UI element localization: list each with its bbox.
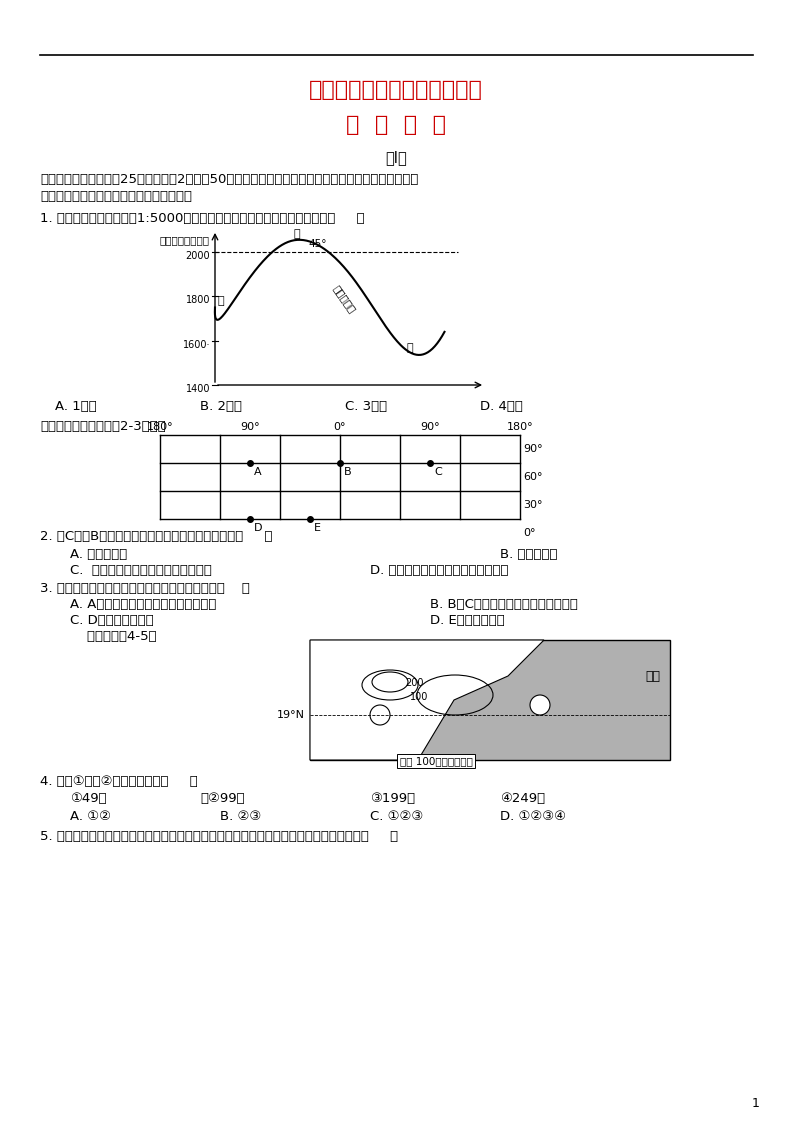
Text: 海拔（单位：米）: 海拔（单位：米）: [160, 234, 210, 245]
Text: E: E: [314, 523, 321, 533]
Text: 180°: 180°: [147, 422, 174, 432]
Text: 19°N: 19°N: [277, 710, 305, 720]
Text: C. D位于大西洋中部: C. D位于大西洋中部: [70, 614, 154, 627]
Text: 0°: 0°: [523, 528, 535, 539]
Text: A. 1厘米: A. 1厘米: [55, 401, 97, 413]
Text: C.  先向西北，再向西，最后向西南走: C. 先向西北，再向西，最后向西南走: [70, 564, 212, 577]
Text: 2. 从C地到B地，若不考虑地形因素，最近的走法是（     ）: 2. 从C地到B地，若不考虑地形因素，最近的走法是（ ）: [40, 530, 273, 543]
Text: 一、选择题（本大题共25小题，每题2分，共50分。每小题只有一个正确选项，请把你认为的正确选项: 一、选择题（本大题共25小题，每题2分，共50分。每小题只有一个正确选项，请把你…: [40, 173, 419, 186]
Text: 30°: 30°: [523, 500, 542, 511]
Text: 甲: 甲: [218, 296, 224, 306]
Text: 1800: 1800: [186, 295, 210, 305]
Text: 填涂在答题卡的正确位置，否则不得分。）: 填涂在答题卡的正确位置，否则不得分。）: [40, 190, 192, 203]
Text: 2000: 2000: [186, 251, 210, 261]
Text: D. 4厘米: D. 4厘米: [480, 401, 523, 413]
Text: D. ①②③④: D. ①②③④: [500, 810, 566, 824]
Text: B. B、C位于同一国家，世界不同区域: B. B、C位于同一国家，世界不同区域: [430, 598, 578, 611]
Text: D. 先向西南，再向西，最后向西北走: D. 先向西南，再向西，最后向西北走: [370, 564, 508, 577]
Text: A. A位于北半球、西半球，北寒带地区: A. A位于北半球、西半球，北寒带地区: [70, 598, 216, 611]
Text: 河流 100等高（深）线: 河流 100等高（深）线: [400, 756, 473, 766]
Text: 1: 1: [752, 1097, 760, 1110]
Text: 地  理  试  题: 地 理 试 题: [346, 114, 446, 135]
Text: 90°: 90°: [240, 422, 260, 432]
Text: 丙: 丙: [407, 343, 413, 353]
Text: C. ①②③: C. ①②③: [370, 810, 423, 824]
Text: B. 一直向西走: B. 一直向西走: [500, 548, 557, 561]
Text: D. E位于东非高原: D. E位于东非高原: [430, 614, 505, 627]
Text: A: A: [254, 467, 262, 477]
Text: B. ②③: B. ②③: [220, 810, 261, 824]
Text: C. 3厘米: C. 3厘米: [345, 401, 387, 413]
Circle shape: [530, 695, 550, 715]
Polygon shape: [310, 640, 544, 760]
Text: 地形剖面图: 地形剖面图: [331, 283, 358, 314]
Circle shape: [370, 705, 390, 725]
Text: 1400: 1400: [186, 384, 210, 394]
Text: 读图，回答4-5题: 读图，回答4-5题: [70, 629, 157, 643]
Text: 1600·: 1600·: [182, 340, 210, 350]
Text: 60°: 60°: [523, 472, 542, 482]
Text: 海洋: 海洋: [645, 670, 660, 683]
Text: 南城一中高二上学期期中考试: 南城一中高二上学期期中考试: [309, 80, 483, 100]
Text: ①: ①: [375, 715, 385, 725]
Text: ④249米: ④249米: [500, 792, 545, 804]
Text: 100: 100: [410, 692, 428, 702]
Text: ．②99米: ．②99米: [200, 792, 244, 804]
Text: C: C: [434, 467, 442, 477]
Text: A. ①②: A. ①②: [70, 810, 111, 824]
Text: B: B: [344, 467, 351, 477]
Text: 180°: 180°: [507, 422, 534, 432]
Text: A. 一直向东走: A. 一直向东走: [70, 548, 127, 561]
Text: ①49米: ①49米: [70, 792, 106, 804]
Text: 90°: 90°: [523, 444, 542, 454]
Text: 5. 最近几十年来，河口附近海域等深线不断向西移动，导致这一现象的主要原因不可能是（     ）: 5. 最近几十年来，河口附近海域等深线不断向西移动，导致这一现象的主要原因不可能…: [40, 830, 398, 843]
Text: 200: 200: [405, 678, 423, 688]
Text: D: D: [254, 523, 262, 533]
Text: ③199米: ③199米: [370, 792, 415, 804]
Text: 0°: 0°: [334, 422, 347, 432]
Text: 3. 读经纬网图，关于各点的位置说法正确的是（．    ）: 3. 读经纬网图，关于各点的位置说法正确的是（． ）: [40, 582, 250, 595]
Text: 乙: 乙: [293, 229, 301, 239]
Text: 90°: 90°: [420, 422, 440, 432]
Text: 4. 图中①地和②地高差可能为（     ）: 4. 图中①地和②地高差可能为（ ）: [40, 775, 197, 788]
Text: 45°: 45°: [308, 239, 327, 249]
Text: B. 2厘米: B. 2厘米: [200, 401, 242, 413]
Text: 1. 如果要将该区域转绘到1:5000的地图上，则甲乙两点间的图上距离应为（     ）: 1. 如果要将该区域转绘到1:5000的地图上，则甲乙两点间的图上距离应为（ ）: [40, 212, 365, 226]
FancyBboxPatch shape: [310, 640, 670, 760]
Text: 第Ⅰ卷: 第Ⅰ卷: [385, 150, 407, 165]
Text: ②: ②: [535, 705, 545, 715]
Text: 读下面经纬网图，回答2-3小题。: 读下面经纬网图，回答2-3小题。: [40, 420, 166, 433]
